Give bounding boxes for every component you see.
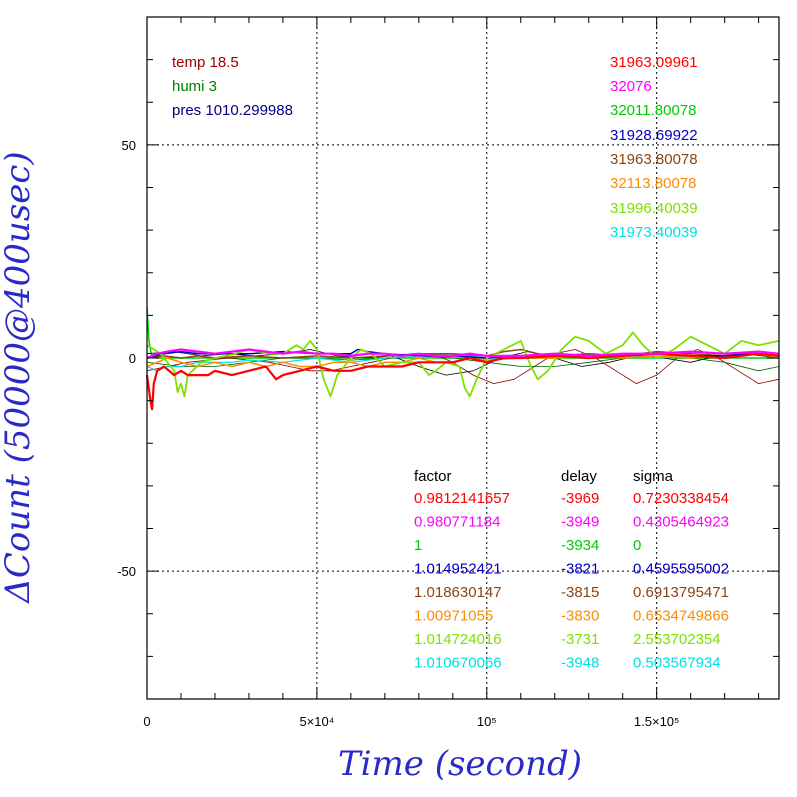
table-cell-delay: -3949 bbox=[561, 514, 599, 531]
series-line bbox=[146, 352, 780, 368]
count-label: 31973.40039 bbox=[610, 224, 698, 241]
series-line bbox=[146, 348, 780, 360]
table-header-factor: factor bbox=[414, 468, 452, 485]
y-tick-label: 0 bbox=[129, 351, 136, 366]
x-tick-label: 10⁵ bbox=[477, 714, 497, 729]
table-cell-factor: 1.018630147 bbox=[414, 584, 502, 601]
x-tick-label: 5×10⁴ bbox=[299, 714, 334, 729]
table-cell-factor: 0.980771184 bbox=[414, 514, 500, 531]
series-line bbox=[146, 331, 780, 398]
table-cell-factor: 1.014952421 bbox=[414, 561, 502, 578]
x-tick-label: 1.5×10⁵ bbox=[634, 714, 680, 729]
table-cell-sigma: 0.4595595002 bbox=[633, 561, 729, 578]
count-label: 31996.40039 bbox=[610, 200, 698, 217]
series-traces bbox=[145, 306, 780, 411]
table-cell-delay: -3969 bbox=[561, 490, 599, 507]
table-cell-sigma: 0.503567934 bbox=[633, 655, 721, 672]
count-label: 32113.80078 bbox=[610, 175, 696, 192]
y-tick-label: -50 bbox=[117, 564, 136, 579]
count-annotations: 31963.09961 32076 32011.80078 31928.6992… bbox=[610, 54, 698, 241]
count-label: 31928.69922 bbox=[610, 127, 698, 144]
count-label: 31963.09961 bbox=[610, 54, 698, 71]
y-axis-title: ΔCount (50000@400usec) bbox=[0, 151, 38, 604]
x-axis-title: Time (second) bbox=[338, 744, 582, 784]
table-cell-sigma: 2.553702354 bbox=[633, 631, 721, 648]
table-cell-sigma: 0.4305464923 bbox=[633, 514, 729, 531]
table-cell-factor: 1.010670066 bbox=[414, 655, 502, 672]
table-rows: 0.9812141657 -3969 0.7230338454 0.980771184… bbox=[414, 490, 729, 672]
count-label: 32011.80078 bbox=[610, 102, 696, 119]
count-label: 31963.80078 bbox=[610, 151, 698, 168]
table-header-sigma: sigma bbox=[633, 468, 674, 485]
table-header-delay: delay bbox=[561, 468, 597, 485]
fit-table: factor delay sigma 0.9812141657 -3969 0.72… bbox=[414, 468, 729, 672]
table-cell-factor: 1.00971055 bbox=[414, 608, 493, 625]
table-cell-sigma: 0.6534749866 bbox=[633, 608, 729, 625]
tick-labels: 0 5×10⁴ 10⁵ 1.5×10⁵ 50 0 -50 bbox=[117, 138, 679, 729]
table-cell-factor: 1.014724016 bbox=[414, 631, 502, 648]
env-annotations: temp 18.5 humi 3 pres 1010.299988 bbox=[172, 54, 293, 119]
table-cell-factor: 1 bbox=[414, 537, 422, 554]
table-cell-delay: -3934 bbox=[561, 537, 599, 554]
table-cell-delay: -3731 bbox=[561, 631, 599, 648]
env-temp-label: temp 18.5 bbox=[172, 54, 239, 71]
y-tick-label: 50 bbox=[122, 138, 136, 153]
table-cell-delay: -3830 bbox=[561, 608, 599, 625]
env-humi-label: humi 3 bbox=[172, 78, 217, 95]
table-cell-delay: -3821 bbox=[561, 561, 599, 578]
table-cell-delay: -3948 bbox=[561, 655, 599, 672]
tick-marks bbox=[146, 16, 779, 700]
x-tick-label: 0 bbox=[143, 714, 150, 729]
table-cell-factor: 0.9812141657 bbox=[414, 490, 510, 507]
table-cell-sigma: 0 bbox=[633, 537, 641, 554]
series-line bbox=[145, 352, 780, 411]
table-cell-sigma: 0.7230338454 bbox=[633, 490, 729, 507]
env-pres-label: pres 1010.299988 bbox=[172, 102, 293, 119]
table-cell-delay: -3815 bbox=[561, 584, 599, 601]
count-label: 32076 bbox=[610, 78, 652, 95]
table-cell-sigma: 0.6913795471 bbox=[633, 584, 729, 601]
